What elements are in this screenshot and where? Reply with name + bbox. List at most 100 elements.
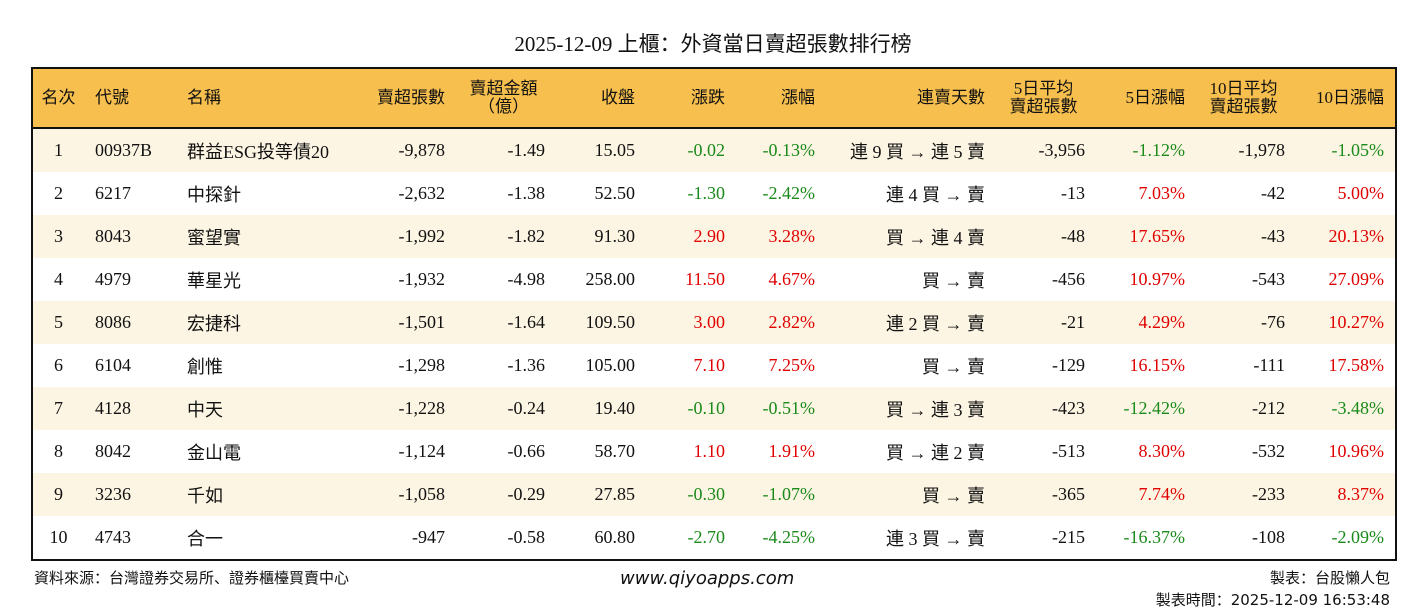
cell-rank: 2 <box>54 183 63 203</box>
table-row: 1 00937B 群益ESG投等債20 -9,878 -1.49 15.05 -0.02 -0… <box>32 128 1396 172</box>
cell-avg5-sell: -365 <box>1052 484 1085 504</box>
cell-code: 4743 <box>95 527 131 547</box>
cell-streak: 買 → 連 2 賣 <box>886 442 985 463</box>
cell-rank: 10 <box>49 527 68 547</box>
cell-streak: 買 → 賣 <box>922 270 985 291</box>
cell-streak: 買 → 連 3 賣 <box>886 399 985 420</box>
header-row: 名次 代號 名稱 賣超張數 賣超金額 （億） 收盤 漲跌 漲幅 連賣天數 5日平均 賣超張數 5日漲… <box>32 68 1396 128</box>
cell-pct10: 27.09% <box>1328 269 1385 289</box>
cell-rank: 1 <box>54 140 63 160</box>
cell-avg5-sell: -423 <box>1052 398 1085 418</box>
cell-close: 91.30 <box>594 226 636 246</box>
cell-code: 8086 <box>95 312 131 332</box>
cell-name: 蜜望實 <box>187 227 241 248</box>
cell-close: 19.40 <box>594 398 636 418</box>
cell-pct10: 17.58% <box>1328 355 1385 375</box>
cell-avg10-sell: -42 <box>1261 183 1285 203</box>
cell-rank: 3 <box>54 226 63 246</box>
cell-net-sell-amount: -1.49 <box>507 140 546 160</box>
cell-change-pct: 1.91% <box>768 441 816 461</box>
cell-pct10: -3.48% <box>1331 398 1385 418</box>
cell-code: 4128 <box>95 398 131 418</box>
cell-net-sell-amount: -1.36 <box>507 355 546 375</box>
cell-change-pct: -4.25% <box>762 527 816 547</box>
cell-avg10-sell: -233 <box>1252 484 1285 504</box>
cell-pct5: -16.37% <box>1123 527 1186 547</box>
header-rank: 名次 <box>41 88 76 107</box>
cell-pct5: 4.29% <box>1138 312 1186 332</box>
cell-pct10: -1.05% <box>1331 140 1385 160</box>
cell-change-pct: 3.28% <box>768 226 816 246</box>
cell-pct10: 20.13% <box>1328 226 1385 246</box>
cell-name: 創惟 <box>187 356 223 377</box>
header-change-pct: 漲幅 <box>781 88 815 107</box>
cell-streak: 買 → 連 4 賣 <box>886 227 985 248</box>
cell-name: 金山電 <box>187 442 241 463</box>
cell-avg10-sell: -1,978 <box>1238 140 1286 160</box>
generated-time: 製表時間：2025-12-09 16:53:48 <box>1155 591 1390 609</box>
cell-avg10-sell: -532 <box>1252 441 1285 461</box>
cell-close: 109.50 <box>585 312 636 332</box>
cell-name: 宏捷科 <box>187 313 241 334</box>
header-pct5: 5日漲幅 <box>1125 88 1186 107</box>
cell-net-sell-amount: -1.82 <box>507 226 546 246</box>
header-pct10: 10日漲幅 <box>1316 88 1384 107</box>
cell-name: 華星光 <box>187 270 241 291</box>
header-net-sell-amount: 賣超金額 （億） <box>469 79 538 116</box>
cell-avg5-sell: -13 <box>1061 183 1085 203</box>
cell-avg10-sell: -108 <box>1252 527 1285 547</box>
cell-code: 3236 <box>95 484 131 504</box>
cell-streak: 連 4 買 → 賣 <box>886 184 985 205</box>
cell-change: -0.02 <box>687 140 726 160</box>
cell-rank: 7 <box>54 398 63 418</box>
maker-note: 製表：台股懶人包 <box>1269 569 1390 587</box>
table-row: 7 4128 中天 -1,228 -0.24 19.40 -0.10 -0.51% 買 → 連 … <box>32 387 1396 430</box>
cell-pct5: 8.30% <box>1138 441 1186 461</box>
table-row: 5 8086 宏捷科 -1,501 -1.64 109.50 3.00 2.82% 連 2 買 … <box>32 301 1396 344</box>
cell-change: 3.00 <box>693 312 726 332</box>
cell-close: 52.50 <box>594 183 636 203</box>
cell-pct5: 10.97% <box>1129 269 1186 289</box>
cell-change-pct: -2.42% <box>762 183 816 203</box>
header-code: 代號 <box>95 88 129 107</box>
cell-close: 15.05 <box>594 140 636 160</box>
table-row: 3 8043 蜜望實 -1,992 -1.82 91.30 2.90 3.28% 買 → 連 4… <box>32 215 1396 258</box>
cell-close: 58.70 <box>594 441 636 461</box>
cell-net-sell-lots: -1,228 <box>398 398 446 418</box>
website-link[interactable]: www.qiyoapps.com <box>620 568 795 589</box>
cell-net-sell-lots: -1,992 <box>398 226 446 246</box>
cell-net-sell-lots: -2,632 <box>398 183 446 203</box>
cell-net-sell-lots: -1,058 <box>398 484 446 504</box>
cell-avg10-sell: -212 <box>1252 398 1285 418</box>
cell-code: 00937B <box>95 140 153 160</box>
header-streak: 連賣天數 <box>917 88 985 107</box>
page-title: 2025-12-09 上櫃：外資當日賣超張數排行榜 <box>514 32 912 56</box>
cell-change-pct: -1.07% <box>762 484 816 504</box>
cell-change-pct: 7.25% <box>768 355 816 375</box>
cell-name: 合一 <box>187 528 223 549</box>
table-row: 2 6217 中探針 -2,632 -1.38 52.50 -1.30 -2.42% 連 4 買… <box>32 172 1396 215</box>
cell-avg5-sell: -48 <box>1061 226 1085 246</box>
cell-code: 4979 <box>95 269 131 289</box>
cell-pct10: 10.27% <box>1328 312 1385 332</box>
cell-change: 7.10 <box>693 355 726 375</box>
cell-rank: 6 <box>54 355 63 375</box>
cell-net-sell-lots: -1,932 <box>398 269 446 289</box>
cell-rank: 9 <box>54 484 63 504</box>
cell-rank: 8 <box>54 441 63 461</box>
cell-net-sell-amount: -4.98 <box>507 269 546 289</box>
header-avg10-sell: 10日平均 賣超張數 <box>1209 79 1278 116</box>
cell-code: 8043 <box>95 226 131 246</box>
cell-code: 6104 <box>95 355 131 375</box>
cell-change: -1.30 <box>687 183 726 203</box>
cell-pct5: 7.74% <box>1138 484 1186 504</box>
cell-name: 中天 <box>187 399 223 420</box>
cell-avg5-sell: -129 <box>1052 355 1085 375</box>
header-name: 名稱 <box>187 88 221 107</box>
cell-code: 6217 <box>95 183 131 203</box>
cell-close: 60.80 <box>594 527 636 547</box>
cell-streak: 連 3 買 → 賣 <box>886 528 985 549</box>
cell-close: 27.85 <box>594 484 636 504</box>
cell-pct10: 8.37% <box>1337 484 1385 504</box>
cell-avg5-sell: -456 <box>1052 269 1085 289</box>
